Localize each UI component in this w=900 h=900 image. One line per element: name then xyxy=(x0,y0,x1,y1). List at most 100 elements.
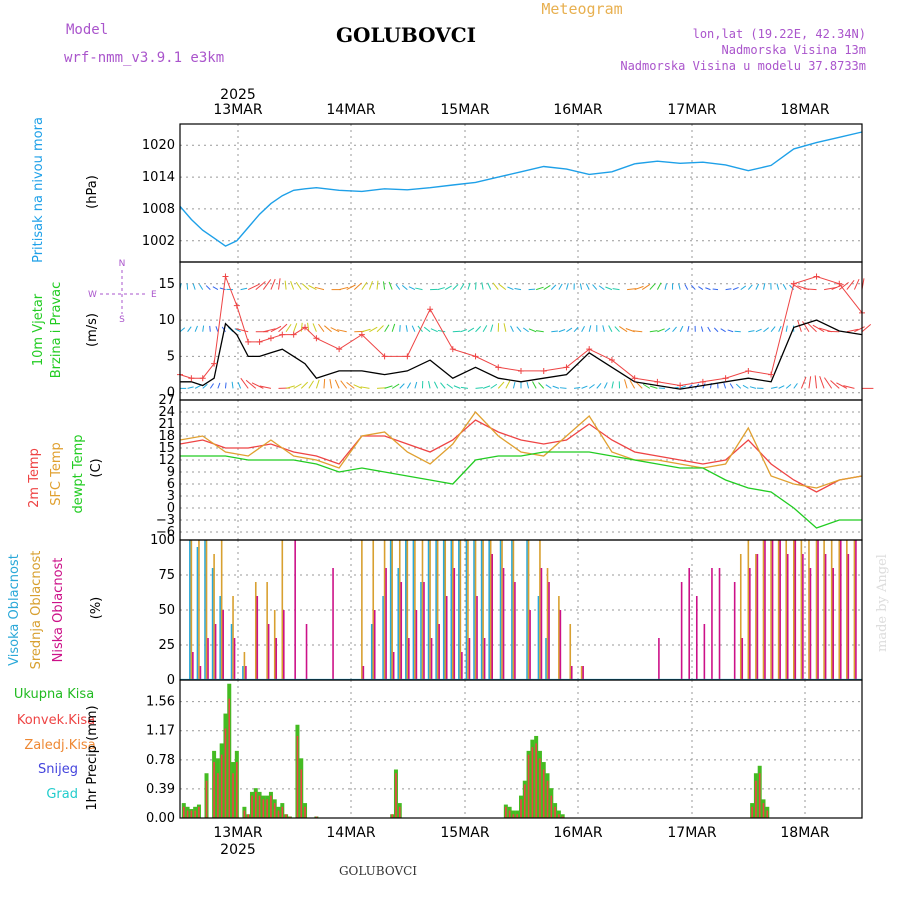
wind-barb xyxy=(538,382,545,389)
wind-barb xyxy=(687,325,690,332)
wind-barb xyxy=(388,281,393,290)
wind-barb xyxy=(543,285,551,291)
compass-e: E xyxy=(151,290,157,300)
year-label-top: 2025 xyxy=(220,87,256,103)
wind-barb xyxy=(684,284,689,290)
day-label-top-0: 13MAR xyxy=(213,102,262,118)
temperature-ytick-4: 6 xyxy=(167,477,175,492)
wind-gust-point xyxy=(358,331,365,338)
temp-dewpt-line xyxy=(180,451,862,529)
wind-barb xyxy=(853,278,860,290)
wind-barb xyxy=(384,324,390,332)
wind-barb xyxy=(735,383,742,389)
precip-conv-bar xyxy=(285,814,287,818)
precip-conv-bar xyxy=(766,810,769,818)
wind-gust-point xyxy=(290,331,297,338)
wind-barb xyxy=(545,384,552,389)
wind-gust-point xyxy=(222,273,229,280)
wind-barb xyxy=(727,329,734,333)
wind-barb xyxy=(729,383,734,389)
wind-barb xyxy=(368,280,373,290)
wind-barb xyxy=(838,281,849,290)
legend-hail: Grad xyxy=(46,787,78,802)
wind-ytick-0: 0 xyxy=(167,386,175,401)
compass-n: N xyxy=(119,259,126,269)
temperature-ytick-5: 9 xyxy=(167,465,175,480)
wind-barb xyxy=(415,287,423,291)
wind-barb xyxy=(202,383,208,389)
temp-unit: (C) xyxy=(89,458,104,477)
wind-barb xyxy=(205,285,211,290)
wind-barb xyxy=(836,382,848,389)
wind-gust-point xyxy=(472,353,479,360)
day-label-top-1: 14MAR xyxy=(326,102,375,118)
wind-barb xyxy=(290,280,295,290)
wind-barb xyxy=(231,381,234,389)
wind-barb xyxy=(202,325,205,332)
wind-barb xyxy=(339,286,349,291)
wind-barb xyxy=(551,330,558,333)
wind-gust-point xyxy=(699,378,706,385)
precip-conv-bar xyxy=(270,795,272,818)
wind-barb xyxy=(247,283,260,291)
bottom-day-labels: 13MAR 14MAR 15MAR 16MAR 17MAR 18MAR xyxy=(213,825,829,841)
day-label-bottom-3: 16MAR xyxy=(553,825,602,841)
wind-barb xyxy=(376,325,384,333)
pressure-label: Pritisak na nivou mora xyxy=(31,117,46,263)
wind-barb xyxy=(346,284,356,291)
wind-barb xyxy=(532,381,537,389)
temp-2m-line xyxy=(179,419,863,493)
wind-barb xyxy=(295,281,302,290)
precip-conv-bar xyxy=(554,806,556,818)
wind-barb xyxy=(707,326,711,332)
wind-barb xyxy=(391,383,400,389)
lonlat-text: lon,lat (19.22E, 42.34N) xyxy=(693,27,866,41)
day-label-bottom-2: 15MAR xyxy=(440,825,489,841)
wind-barb xyxy=(806,322,817,333)
day-label-top-3: 16MAR xyxy=(553,102,602,118)
wind-panel: 0 5 10 15 xyxy=(158,262,874,401)
wind-barb xyxy=(330,327,340,333)
precip-conv-bar xyxy=(561,816,564,818)
temperature-ytick-10: 24 xyxy=(158,405,175,420)
pressure-plot-area xyxy=(180,124,862,262)
precip-ytick-0: 0.00 xyxy=(146,811,175,826)
wind-barb xyxy=(778,325,782,332)
precip-conv-bar xyxy=(300,769,303,818)
wind-barb xyxy=(814,375,818,389)
wind-barb xyxy=(808,376,812,389)
wind-gust-point xyxy=(586,346,593,353)
temperature-ytick-6: 12 xyxy=(158,453,175,468)
wind-barb xyxy=(406,382,412,389)
wind-barb xyxy=(713,327,719,333)
wind-gust-point xyxy=(540,367,547,374)
legend-total: Ukupna Kisa xyxy=(14,687,94,702)
wind-barb xyxy=(215,326,219,332)
cloud-panel: 0 25 50 75 100 xyxy=(150,533,862,688)
precip-conv-bar xyxy=(247,814,249,818)
precip-conv-bar xyxy=(762,803,765,818)
wind-barb xyxy=(376,387,387,389)
wind-barb xyxy=(605,286,613,291)
wind-barb xyxy=(433,381,439,389)
precip-conv-bar xyxy=(505,806,507,818)
precip-conv-bar xyxy=(273,803,276,818)
wind-barb xyxy=(812,324,825,333)
precip-ytick-4: 1.56 xyxy=(146,695,175,710)
wind-gust-point xyxy=(722,375,729,382)
wind-barb xyxy=(619,326,628,333)
pressure-panel: 1002 1008 1014 1020 xyxy=(142,124,863,262)
wind-barb xyxy=(353,384,363,389)
wind-barb xyxy=(723,382,727,389)
precip-conv-bar xyxy=(550,795,553,818)
wind-barb xyxy=(762,283,766,290)
wind-barb xyxy=(614,326,620,333)
altitude-text: Nadmorska Visina 13m xyxy=(722,43,867,57)
wind-barb xyxy=(391,323,396,332)
wind-barb xyxy=(679,385,687,389)
wind-barb xyxy=(384,385,393,389)
wind-barb xyxy=(414,381,418,389)
wind-barb xyxy=(514,287,522,291)
wind-barb xyxy=(749,386,757,389)
wind-barb xyxy=(245,379,257,389)
